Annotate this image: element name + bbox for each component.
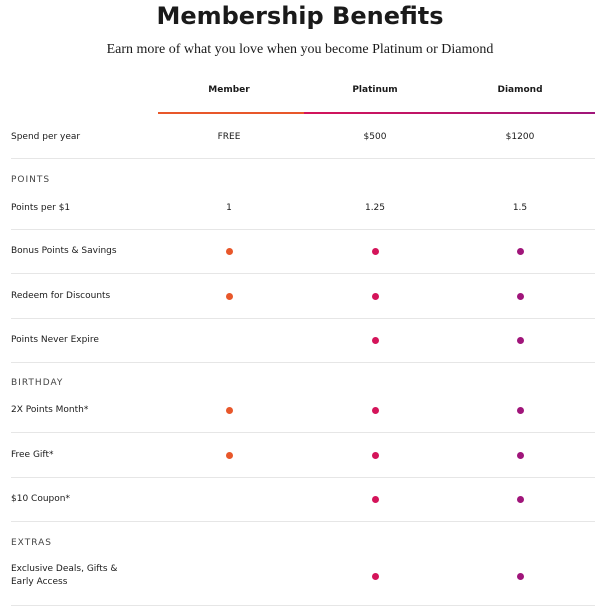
divider: [11, 432, 595, 433]
dot: [516, 247, 524, 255]
column-header: Platinum: [352, 85, 398, 95]
dot: [371, 336, 379, 344]
row-label: $10 Coupon*: [11, 494, 70, 504]
dot: [516, 572, 524, 580]
cell: 1: [226, 203, 232, 213]
section: EXTRAS: [0, 533, 600, 553]
dot: [516, 292, 524, 300]
divider: [11, 273, 595, 274]
divider: [11, 605, 595, 606]
header-row: Member Platinum Diamond: [0, 80, 600, 100]
section-title: BIRTHDAY: [11, 378, 64, 388]
divider: [11, 521, 595, 522]
row: Free Gift*: [0, 445, 600, 465]
row: Spend per year FREE $500 $1200: [0, 127, 600, 147]
row: Exclusive Deals, Gifts & Early Access: [0, 563, 600, 591]
row-label: Exclusive Deals, Gifts & Early Access: [11, 564, 118, 587]
premium-bar: [304, 112, 595, 114]
section-title: EXTRAS: [11, 538, 52, 548]
dot: [371, 451, 379, 459]
dot: [371, 406, 379, 414]
row: 2X Points Month*: [0, 400, 600, 420]
dot: [371, 495, 379, 503]
dot: [225, 292, 233, 300]
row-label: Free Gift*: [11, 450, 54, 460]
row-label: Spend per year: [11, 132, 81, 142]
cell: 1.5: [512, 203, 528, 213]
dot: [371, 292, 379, 300]
section: BIRTHDAY: [0, 373, 600, 393]
cell: 1.25: [364, 203, 386, 213]
subtitle: Earn more of what you love when you beco…: [106, 42, 494, 57]
dot: [516, 406, 524, 414]
divider: [11, 318, 595, 319]
divider: [11, 477, 595, 478]
divider: [11, 362, 595, 363]
dot: [371, 247, 379, 255]
row: Redeem for Discounts: [0, 286, 600, 306]
section: POINTS: [0, 170, 600, 190]
row-label: Points Never Expire: [11, 335, 99, 345]
member-bar: [158, 112, 304, 114]
row-label: Redeem for Discounts: [11, 291, 111, 301]
row-label: Points per $1: [11, 203, 71, 213]
column-header: Diamond: [497, 85, 543, 95]
section-title: POINTS: [11, 175, 51, 185]
row-label: 2X Points Month*: [11, 405, 89, 415]
cell: FREE: [217, 132, 241, 142]
dot: [225, 451, 233, 459]
dot: [516, 451, 524, 459]
row: Bonus Points & Savings: [0, 241, 600, 261]
dot: [516, 495, 524, 503]
row: Points Never Expire: [0, 330, 600, 350]
row: $10 Coupon*: [0, 489, 600, 509]
dot: [371, 572, 379, 580]
dot: [225, 247, 233, 255]
divider: [11, 158, 595, 159]
divider: [11, 229, 595, 230]
row-label: Bonus Points & Savings: [11, 246, 117, 256]
row: Points per $1 1 1.25 1.5: [0, 198, 600, 218]
dot: [225, 406, 233, 414]
dot: [516, 336, 524, 344]
column-header: Member: [208, 85, 250, 95]
title: Membership Benefits: [156, 2, 444, 30]
cell: $1200: [505, 132, 535, 142]
cell: $500: [363, 132, 387, 142]
